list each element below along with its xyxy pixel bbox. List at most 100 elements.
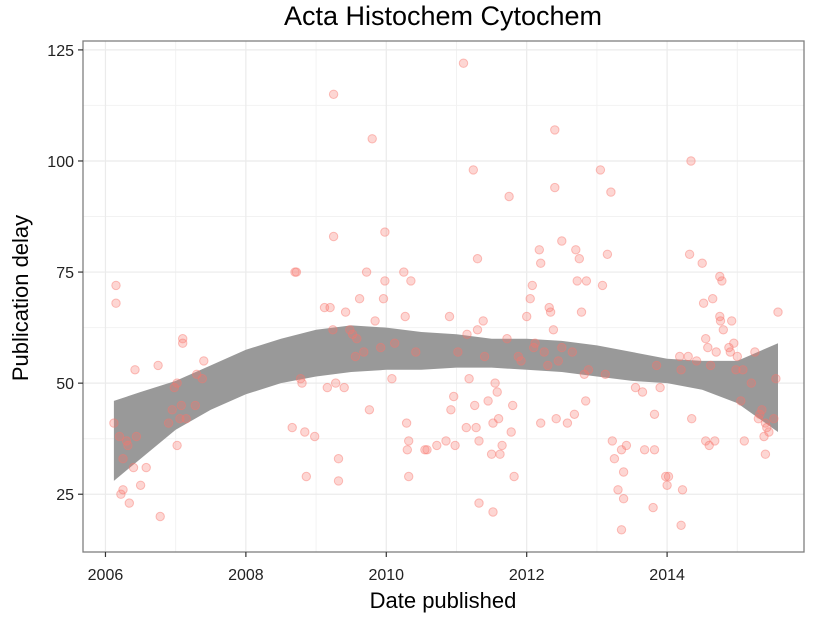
data-point xyxy=(718,325,728,335)
data-point xyxy=(609,454,620,464)
data-point xyxy=(432,440,442,451)
data-point xyxy=(178,338,188,348)
data-point xyxy=(618,467,629,477)
data-point xyxy=(771,374,781,384)
data-point xyxy=(637,387,648,397)
data-point xyxy=(111,280,121,291)
x-tick-label: 2014 xyxy=(649,567,685,584)
data-point xyxy=(606,187,616,197)
data-point xyxy=(402,445,412,455)
data-point xyxy=(401,418,412,428)
data-point xyxy=(551,414,561,424)
data-point xyxy=(490,378,500,388)
data-point xyxy=(710,436,720,446)
data-point xyxy=(387,374,397,384)
data-point xyxy=(118,485,128,495)
data-point xyxy=(190,400,201,411)
data-point xyxy=(677,485,688,495)
data-point xyxy=(169,382,180,393)
data-point xyxy=(163,418,174,428)
data-point xyxy=(367,134,377,144)
data-point xyxy=(731,365,741,375)
data-point xyxy=(567,347,577,357)
data-point xyxy=(444,311,455,322)
y-tick-label: 100 xyxy=(47,154,74,171)
data-point xyxy=(698,298,709,308)
data-point xyxy=(595,165,606,175)
data-point xyxy=(508,400,518,411)
data-point xyxy=(630,382,641,393)
data-point xyxy=(717,276,727,286)
x-tick-label: 2006 xyxy=(88,567,124,584)
data-point xyxy=(544,302,554,313)
data-point xyxy=(600,369,610,379)
data-point xyxy=(495,449,505,459)
data-point xyxy=(703,342,713,353)
data-point xyxy=(181,414,191,424)
data-point xyxy=(114,431,125,442)
y-axis-title: Publication delay xyxy=(8,215,33,381)
data-point xyxy=(529,342,539,353)
data-point xyxy=(760,418,771,428)
data-points xyxy=(109,58,783,535)
data-point xyxy=(123,440,133,451)
data-point xyxy=(364,405,375,415)
data-point xyxy=(597,280,608,291)
data-point xyxy=(655,382,665,393)
data-point xyxy=(461,422,471,433)
data-point xyxy=(750,347,760,357)
data-point xyxy=(757,405,767,415)
data-point xyxy=(464,374,474,384)
panel-background xyxy=(83,41,804,552)
data-point xyxy=(618,494,629,504)
data-point xyxy=(581,276,592,286)
data-point xyxy=(333,476,344,486)
data-point xyxy=(404,436,414,446)
data-point xyxy=(130,365,140,375)
data-point xyxy=(773,307,783,317)
data-point xyxy=(345,325,355,335)
data-point xyxy=(178,334,188,344)
y-tick-label: 25 xyxy=(56,487,74,504)
data-point xyxy=(406,276,416,286)
data-point xyxy=(359,347,369,357)
data-point xyxy=(404,471,414,482)
data-point xyxy=(651,360,662,371)
data-point xyxy=(502,334,512,344)
data-point xyxy=(310,431,320,442)
data-point xyxy=(453,347,463,357)
data-point xyxy=(331,378,341,388)
data-point xyxy=(478,316,488,326)
smooth-confidence-band xyxy=(113,325,778,481)
data-point xyxy=(458,58,469,68)
data-point xyxy=(684,249,695,260)
data-point xyxy=(325,302,335,313)
data-point xyxy=(472,325,483,335)
data-point xyxy=(607,436,617,446)
data-point xyxy=(380,276,390,286)
data-point xyxy=(648,502,658,513)
data-point xyxy=(116,489,126,499)
data-point xyxy=(370,316,380,326)
data-point xyxy=(522,311,532,322)
data-point xyxy=(328,89,339,100)
data-point xyxy=(347,329,358,339)
data-point xyxy=(291,267,302,277)
data-point xyxy=(172,440,182,451)
data-point xyxy=(691,356,702,366)
data-point xyxy=(736,396,746,406)
data-point xyxy=(192,369,202,379)
data-point xyxy=(124,498,135,508)
data-point xyxy=(769,414,779,424)
data-point xyxy=(450,440,460,451)
data-point xyxy=(333,454,344,464)
data-point xyxy=(739,436,749,446)
data-point xyxy=(755,409,765,419)
data-point xyxy=(472,254,483,264)
x-axis: 2006 2008 2010 2012 2014 xyxy=(88,552,685,584)
data-point xyxy=(746,378,756,388)
data-point xyxy=(400,311,410,322)
plot-area xyxy=(82,40,805,553)
data-point xyxy=(339,382,349,393)
